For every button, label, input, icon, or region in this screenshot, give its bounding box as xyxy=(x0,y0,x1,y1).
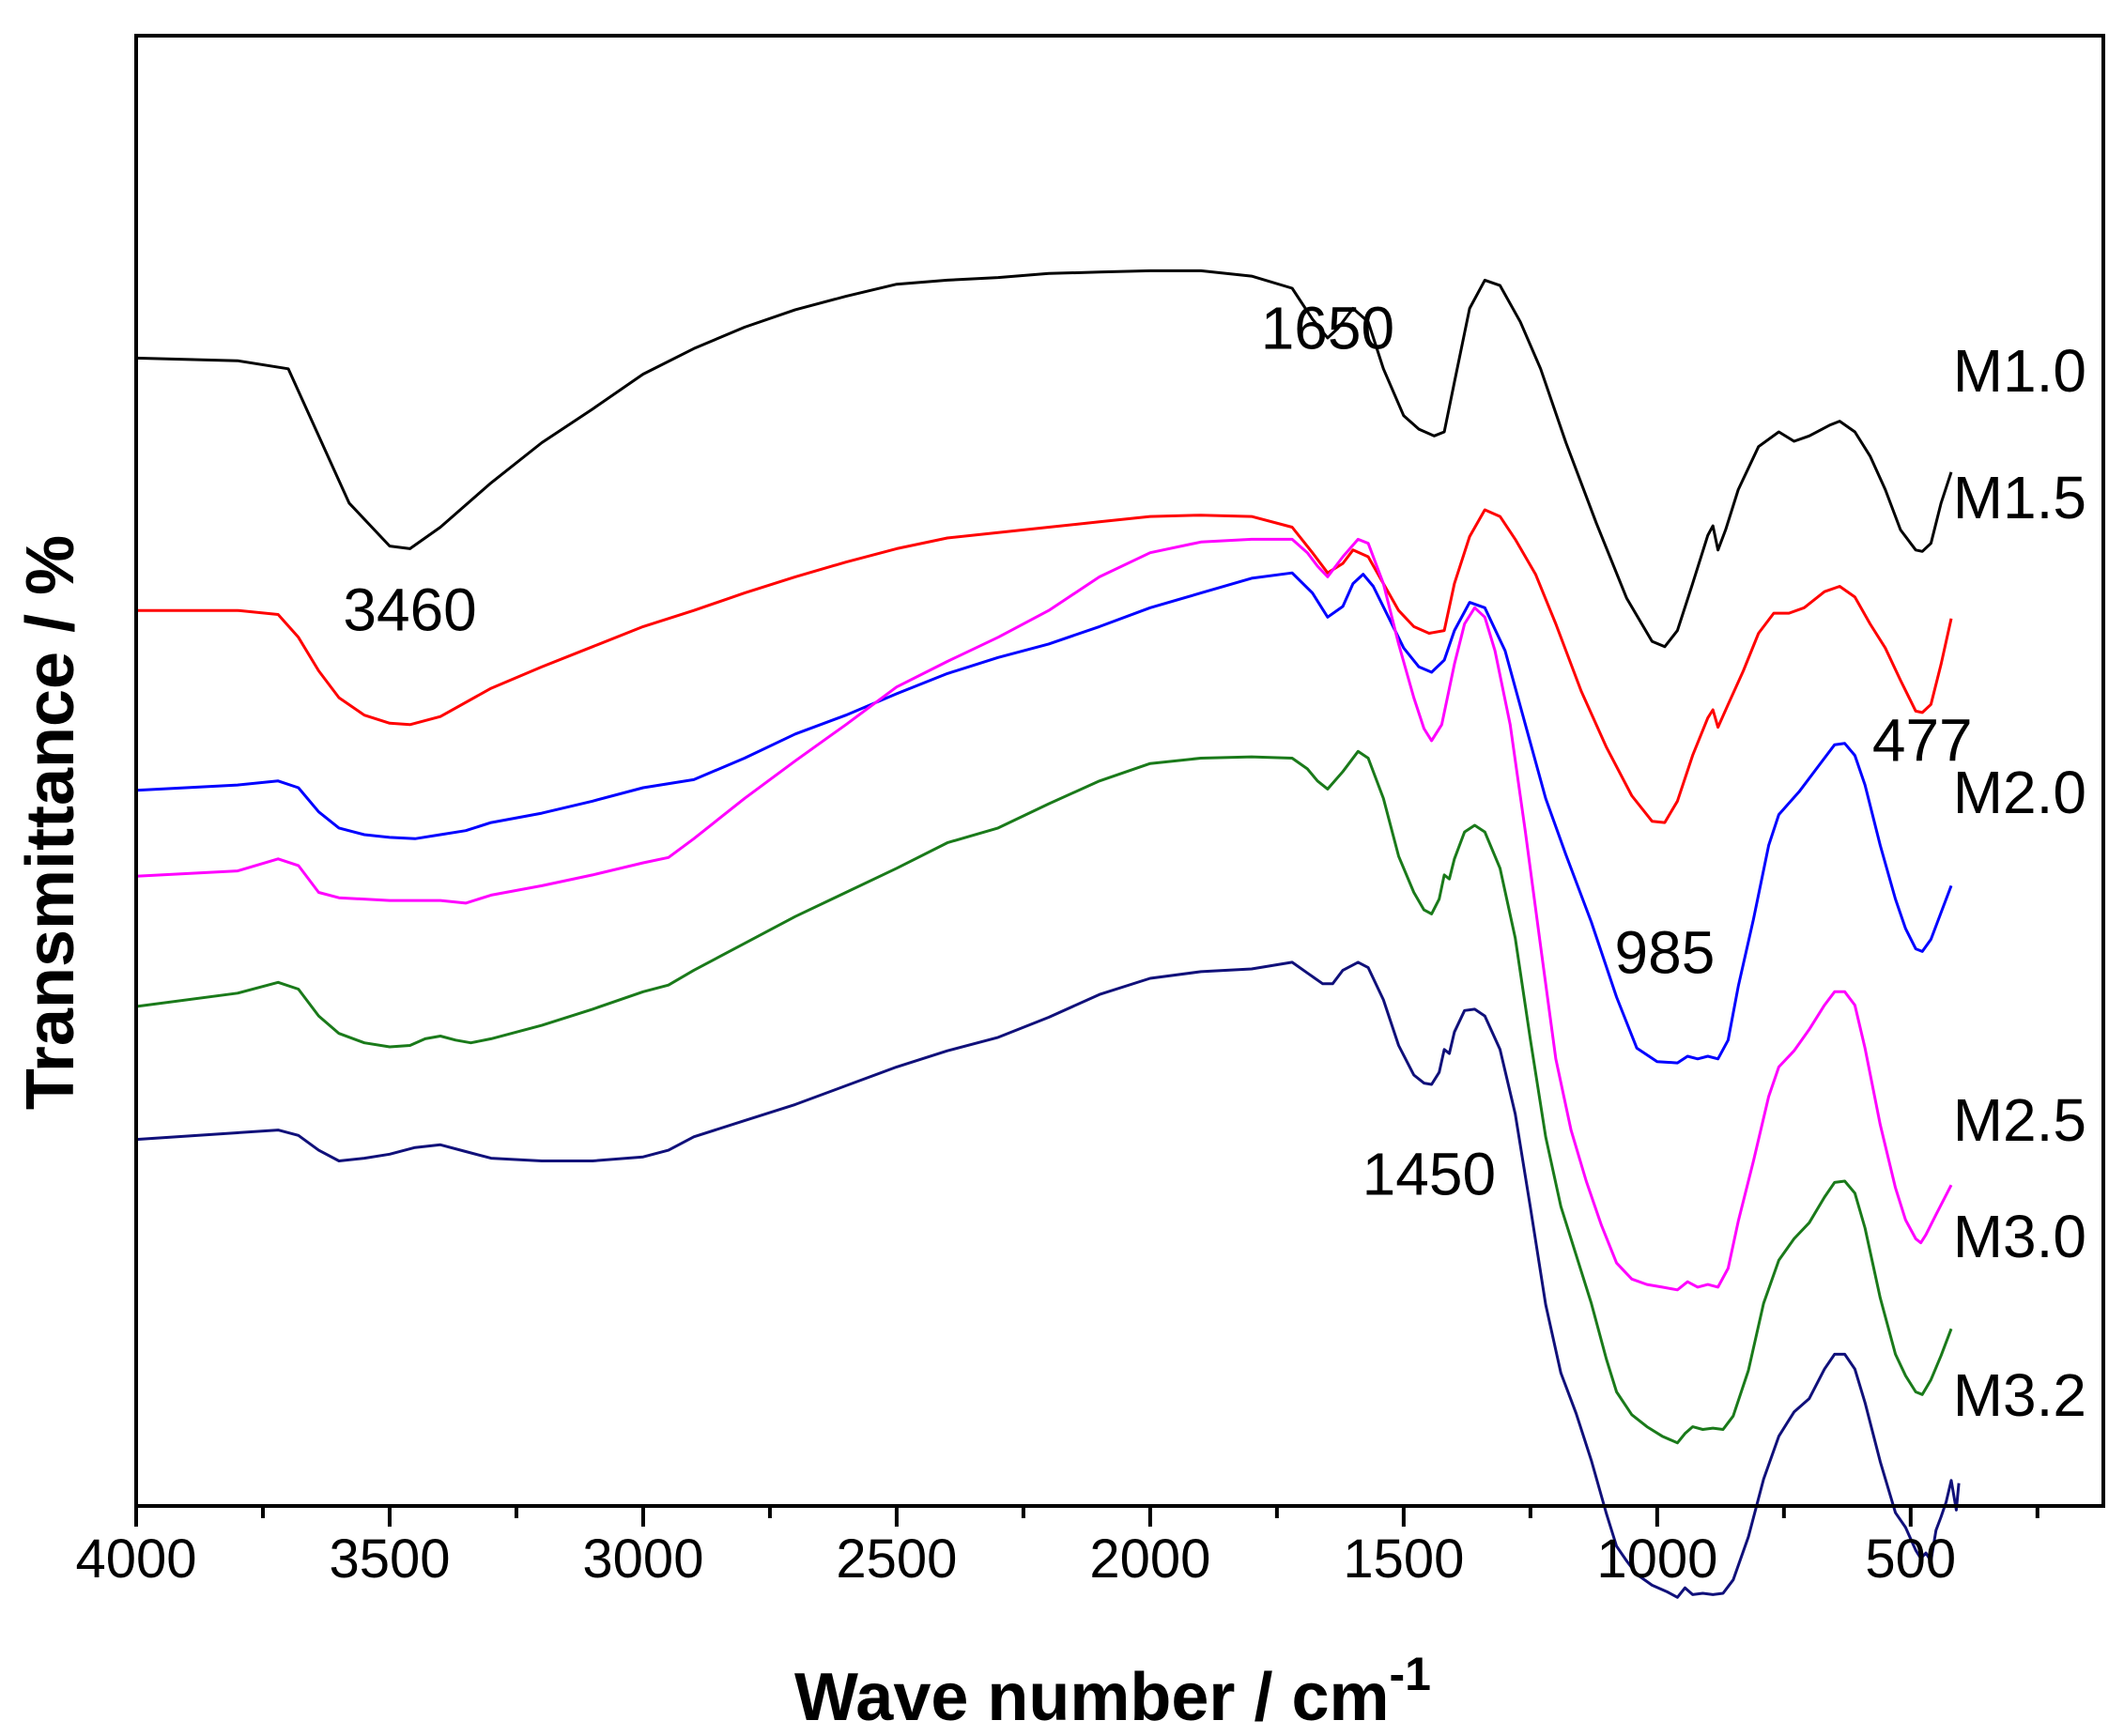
x-ticks: 4000 3500 3000 2500 2000 1500 1000 500 xyxy=(75,1506,2039,1590)
annotation-1650: 1650 xyxy=(1261,294,1394,361)
x-tick-label-1500: 1500 xyxy=(1343,1529,1464,1590)
peak-annotations: 3460 1650 985 477 1450 xyxy=(343,294,1972,1207)
series-label-m2-5: M2.5 xyxy=(1953,1086,2086,1154)
x-axis-title: Wave number / cm-1 xyxy=(794,1648,1431,1735)
annotation-3460: 3460 xyxy=(343,576,476,644)
x-axis-title-superscript: -1 xyxy=(1390,1648,1431,1700)
x-axis-title-main: Wave number / cm xyxy=(794,1660,1390,1735)
series-labels: M1.0 M1.5 M2.0 M2.5 M3.0 M3.2 xyxy=(1953,337,2086,1429)
series-layer xyxy=(135,269,1961,1599)
series-label-m1-0: M1.0 xyxy=(1953,337,2086,405)
series-line-m2-5 xyxy=(135,537,1953,1292)
annotation-1450: 1450 xyxy=(1362,1140,1496,1207)
annotation-985: 985 xyxy=(1615,918,1716,986)
series-line-m3-2 xyxy=(135,960,1961,1599)
x-tick-label-2000: 2000 xyxy=(1089,1529,1210,1590)
series-label-m3-2: M3.2 xyxy=(1953,1361,2086,1429)
x-tick-label-3500: 3500 xyxy=(329,1529,450,1590)
series-label-m3-0: M3.0 xyxy=(1953,1203,2086,1270)
series-line-m1-5 xyxy=(136,508,1953,824)
series-label-m1-5: M1.5 xyxy=(1953,464,2086,531)
x-tick-label-1000: 1000 xyxy=(1596,1529,1717,1590)
x-tick-label-500: 500 xyxy=(1865,1529,1956,1590)
x-tick-label-2500: 2500 xyxy=(836,1529,957,1590)
series-label-m2-0: M2.0 xyxy=(1953,759,2086,826)
y-axis-title: Transmittance / % xyxy=(13,535,88,1110)
plot-frame xyxy=(134,34,2105,1508)
annotation-477: 477 xyxy=(1872,706,1973,774)
series-line-m1-0 xyxy=(135,269,1953,649)
series-line-m2-0 xyxy=(135,571,1953,1065)
x-tick-label-3000: 3000 xyxy=(582,1529,703,1590)
series-line-m3-0 xyxy=(135,749,1953,1445)
x-tick-label-4000: 4000 xyxy=(75,1529,196,1590)
